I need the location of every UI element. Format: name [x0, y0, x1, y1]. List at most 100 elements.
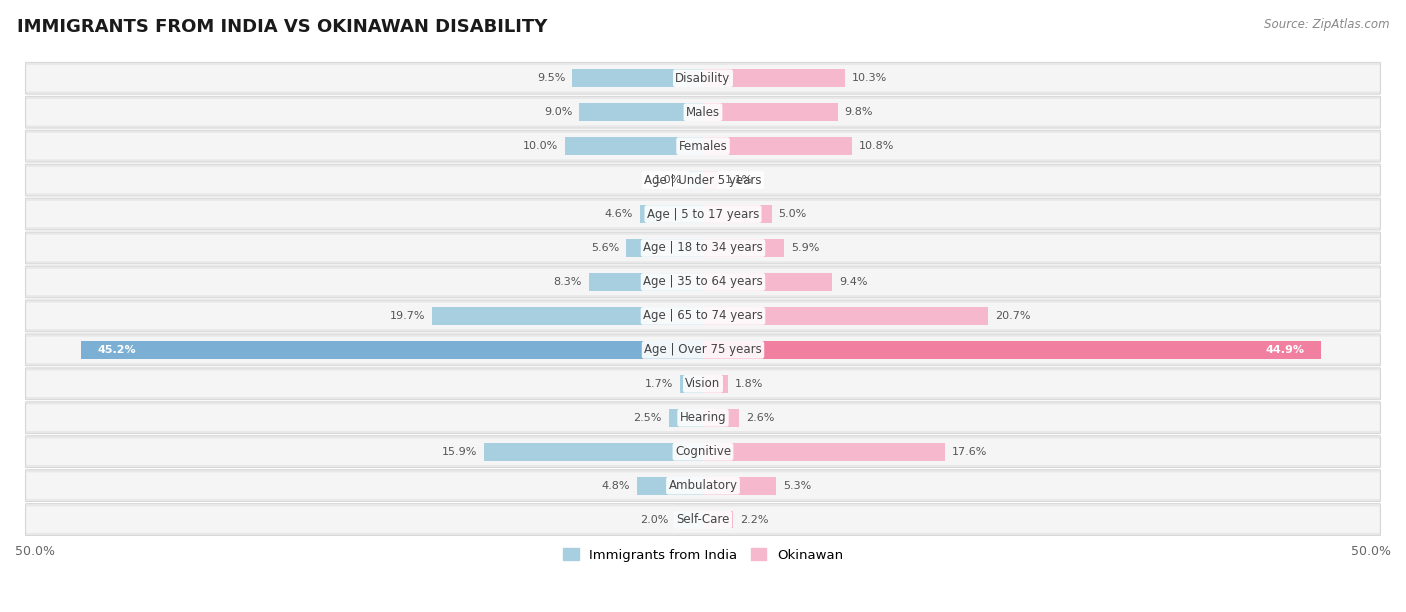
Text: 1.8%: 1.8%: [735, 379, 763, 389]
FancyBboxPatch shape: [25, 504, 1381, 536]
Text: 8.3%: 8.3%: [554, 277, 582, 287]
Text: 10.3%: 10.3%: [852, 73, 887, 83]
Bar: [703, 375, 728, 393]
Bar: [579, 103, 703, 121]
Bar: [589, 273, 703, 291]
Text: Vision: Vision: [685, 378, 721, 390]
Bar: [703, 205, 772, 223]
Text: Self-Care: Self-Care: [676, 513, 730, 526]
Text: 10.8%: 10.8%: [859, 141, 894, 151]
Bar: [703, 511, 734, 529]
Bar: [572, 69, 703, 87]
Text: Age | Over 75 years: Age | Over 75 years: [644, 343, 762, 356]
FancyBboxPatch shape: [27, 337, 1379, 363]
Text: Age | Under 5 years: Age | Under 5 years: [644, 174, 762, 187]
Bar: [679, 375, 703, 393]
Bar: [703, 171, 718, 189]
Text: 5.0%: 5.0%: [779, 209, 807, 219]
Bar: [703, 409, 738, 427]
FancyBboxPatch shape: [25, 62, 1381, 94]
Text: 17.6%: 17.6%: [952, 447, 987, 457]
Text: Disability: Disability: [675, 72, 731, 84]
FancyBboxPatch shape: [25, 436, 1381, 468]
Text: 50.0%: 50.0%: [15, 545, 55, 558]
FancyBboxPatch shape: [27, 405, 1379, 431]
Bar: [703, 103, 838, 121]
Text: Females: Females: [679, 140, 727, 152]
FancyBboxPatch shape: [27, 133, 1379, 159]
Text: Age | 5 to 17 years: Age | 5 to 17 years: [647, 207, 759, 220]
Text: 5.9%: 5.9%: [792, 243, 820, 253]
Text: 44.9%: 44.9%: [1265, 345, 1305, 355]
FancyBboxPatch shape: [25, 470, 1381, 502]
Text: Source: ZipAtlas.com: Source: ZipAtlas.com: [1264, 18, 1389, 31]
Text: 4.8%: 4.8%: [602, 480, 630, 491]
FancyBboxPatch shape: [27, 167, 1379, 193]
FancyBboxPatch shape: [27, 438, 1379, 465]
Bar: [82, 341, 703, 359]
Text: Age | 18 to 34 years: Age | 18 to 34 years: [643, 242, 763, 255]
Text: 15.9%: 15.9%: [441, 447, 477, 457]
Text: Age | 35 to 64 years: Age | 35 to 64 years: [643, 275, 763, 288]
Text: 19.7%: 19.7%: [389, 311, 425, 321]
Bar: [689, 171, 703, 189]
FancyBboxPatch shape: [25, 232, 1381, 264]
Text: Ambulatory: Ambulatory: [668, 479, 738, 492]
Text: 2.0%: 2.0%: [640, 515, 669, 524]
Text: 9.0%: 9.0%: [544, 107, 572, 117]
FancyBboxPatch shape: [27, 65, 1379, 91]
Text: 2.5%: 2.5%: [633, 412, 662, 423]
Text: IMMIGRANTS FROM INDIA VS OKINAWAN DISABILITY: IMMIGRANTS FROM INDIA VS OKINAWAN DISABI…: [17, 18, 547, 36]
Bar: [675, 511, 703, 529]
Text: 1.7%: 1.7%: [644, 379, 672, 389]
Bar: [432, 307, 703, 325]
Bar: [565, 137, 703, 155]
FancyBboxPatch shape: [25, 198, 1381, 230]
Bar: [703, 137, 852, 155]
Text: 10.0%: 10.0%: [523, 141, 558, 151]
FancyBboxPatch shape: [25, 402, 1381, 434]
Text: 9.4%: 9.4%: [839, 277, 868, 287]
Legend: Immigrants from India, Okinawan: Immigrants from India, Okinawan: [558, 543, 848, 567]
Text: 2.6%: 2.6%: [745, 412, 775, 423]
FancyBboxPatch shape: [25, 96, 1381, 128]
Text: Males: Males: [686, 106, 720, 119]
Text: 20.7%: 20.7%: [994, 311, 1031, 321]
Text: 2.2%: 2.2%: [740, 515, 769, 524]
FancyBboxPatch shape: [25, 164, 1381, 196]
FancyBboxPatch shape: [27, 99, 1379, 125]
FancyBboxPatch shape: [27, 371, 1379, 397]
Bar: [703, 307, 988, 325]
Text: 1.0%: 1.0%: [654, 175, 682, 185]
FancyBboxPatch shape: [27, 506, 1379, 533]
Bar: [637, 477, 703, 494]
FancyBboxPatch shape: [27, 201, 1379, 227]
FancyBboxPatch shape: [25, 130, 1381, 162]
Bar: [703, 69, 845, 87]
Bar: [669, 409, 703, 427]
FancyBboxPatch shape: [25, 300, 1381, 332]
Text: 50.0%: 50.0%: [1351, 545, 1391, 558]
FancyBboxPatch shape: [27, 269, 1379, 295]
Text: 5.6%: 5.6%: [591, 243, 619, 253]
Bar: [626, 239, 703, 257]
FancyBboxPatch shape: [27, 303, 1379, 329]
Bar: [703, 443, 945, 461]
Text: 1.1%: 1.1%: [725, 175, 754, 185]
Text: 4.6%: 4.6%: [605, 209, 633, 219]
Text: Hearing: Hearing: [679, 411, 727, 424]
Bar: [640, 205, 703, 223]
Bar: [703, 341, 1320, 359]
Bar: [703, 273, 832, 291]
Text: Cognitive: Cognitive: [675, 445, 731, 458]
FancyBboxPatch shape: [27, 235, 1379, 261]
Bar: [703, 239, 785, 257]
Text: 5.3%: 5.3%: [783, 480, 811, 491]
Text: 9.5%: 9.5%: [537, 73, 565, 83]
FancyBboxPatch shape: [27, 472, 1379, 499]
Text: Age | 65 to 74 years: Age | 65 to 74 years: [643, 310, 763, 323]
Bar: [484, 443, 703, 461]
FancyBboxPatch shape: [25, 266, 1381, 298]
Text: 45.2%: 45.2%: [97, 345, 136, 355]
Bar: [703, 477, 776, 494]
